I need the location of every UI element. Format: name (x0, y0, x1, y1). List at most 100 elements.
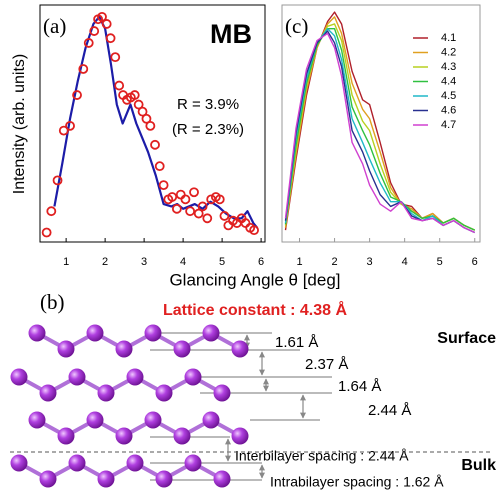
atom (28, 411, 46, 429)
atom (155, 384, 173, 402)
legend-label: 4.2 (441, 46, 456, 58)
data-point (89, 26, 100, 36)
data-point (202, 213, 213, 224)
atom (39, 470, 57, 488)
data-point (145, 120, 156, 131)
legend-label: 4.4 (441, 75, 456, 87)
x-tick-label: 1 (296, 256, 302, 268)
data-point (171, 203, 182, 214)
atom (39, 384, 57, 402)
atom (173, 340, 191, 358)
atom (213, 384, 231, 402)
atom (231, 427, 249, 445)
atom (126, 454, 144, 472)
x-tick-label: 6 (258, 256, 264, 268)
intrabilayer-label: Intrabilayer spacing : 1.62 Å (270, 474, 444, 490)
legend-label: 4.5 (441, 90, 456, 102)
data-point (141, 113, 152, 124)
data-point (185, 206, 196, 217)
atom (115, 340, 133, 358)
atom (10, 368, 28, 386)
x-tick-label: 4 (402, 256, 408, 268)
data-line (284, 32, 476, 234)
legend-label: 4.6 (441, 104, 456, 116)
atom (68, 368, 86, 386)
data-point (249, 225, 259, 236)
annotation: R = 3.9% (177, 96, 239, 113)
data-point (214, 194, 225, 205)
data-point (167, 192, 178, 202)
data-point (105, 33, 116, 44)
data-point (114, 80, 125, 91)
x-tick-label: 4 (180, 256, 186, 268)
atom (97, 470, 115, 488)
data-point (193, 208, 204, 219)
atom (184, 454, 202, 472)
legend-label: 4.3 (441, 61, 456, 73)
bulk-label: Bulk (461, 457, 496, 474)
data-point (46, 206, 57, 217)
plot-frame (281, 4, 481, 243)
data-point (83, 38, 94, 48)
x-tick-label: 1 (63, 256, 69, 268)
data-point (197, 201, 208, 212)
panel-label: (c) (285, 14, 308, 38)
x-tick-label: 5 (437, 256, 443, 268)
atom (144, 324, 162, 342)
data-point (110, 52, 121, 63)
atom (144, 411, 162, 429)
data-point (58, 125, 69, 136)
atom (126, 368, 144, 386)
annotation: (R = 2.3%) (172, 121, 244, 138)
y-axis-label: Intensity (arb. units) (11, 54, 28, 195)
x-tick-label: 6 (472, 256, 478, 268)
atom (173, 427, 191, 445)
panel-label: (a) (43, 14, 66, 38)
atom (68, 454, 86, 472)
data-point (180, 194, 191, 205)
interbilayer-label: Interbilayer spacing : 2.44 Å (235, 448, 409, 464)
data-point (219, 211, 230, 221)
atom (10, 454, 28, 472)
atom (115, 427, 133, 445)
x-tick-label: 2 (332, 256, 338, 268)
data-point (52, 175, 63, 186)
spacing-label: 1.64 Å (338, 378, 381, 395)
legend-label: 4.7 (441, 119, 456, 131)
atom (213, 470, 231, 488)
data-point (189, 187, 199, 198)
data-point (78, 64, 89, 74)
x-axis-label: Glancing Angle θ [deg] (169, 270, 340, 289)
atom (202, 324, 220, 342)
data-point (223, 220, 234, 231)
surface-label: Surface (437, 330, 496, 347)
x-tick-label: 3 (141, 256, 147, 268)
annotation: MB (210, 19, 252, 49)
x-tick-label: 3 (367, 256, 373, 268)
atom (97, 384, 115, 402)
atom (57, 427, 75, 445)
x-tick-label: 2 (102, 256, 108, 268)
spacing-label: 1.61 Å (275, 334, 318, 351)
atom (202, 411, 220, 429)
atom (86, 411, 104, 429)
atom (57, 340, 75, 358)
data-point (133, 99, 144, 110)
data-point (72, 90, 82, 100)
panel-label: (b) (40, 290, 65, 314)
diagram-title: Lattice constant : 4.38 Å (163, 300, 347, 319)
atom (86, 324, 104, 342)
x-tick-label: 5 (219, 256, 225, 268)
data-point (65, 120, 75, 131)
data-point (97, 11, 107, 22)
data-point (150, 139, 160, 150)
data-point (158, 180, 169, 191)
spacing-label: 2.37 Å (305, 356, 348, 373)
data-point (41, 227, 52, 238)
data-point (175, 189, 186, 200)
plot-frame (39, 4, 266, 243)
atom (155, 470, 173, 488)
legend-label: 4.1 (441, 32, 456, 44)
